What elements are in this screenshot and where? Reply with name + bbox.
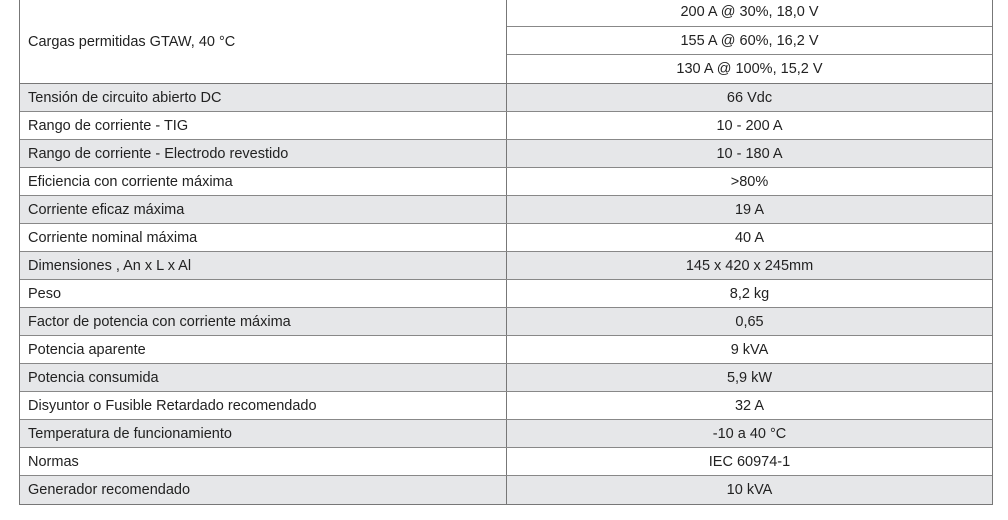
spec-value: 130 A @ 100%, 15,2 V xyxy=(676,61,823,78)
spec-value: -10 a 40 °C xyxy=(712,425,787,442)
spec-value: IEC 60974-1 xyxy=(708,453,791,470)
table-row: Factor de potencia con corriente máxima 0… xyxy=(20,308,992,336)
spec-label: Temperatura de funcionamiento xyxy=(20,420,507,447)
specifications-table: Cargas permitidas GTAW, 40 °C 200 A @ 30… xyxy=(19,0,993,505)
spec-value: 8,2 kg xyxy=(729,285,770,302)
table-row: Tensión de circuito abierto DC 66 Vdc xyxy=(20,84,992,112)
spec-value: 145 x 420 x 245mm xyxy=(685,257,814,274)
spec-label: Eficiencia con corriente máxima xyxy=(20,168,507,195)
spec-value: 5,9 kW xyxy=(726,369,773,386)
spec-label: Normas xyxy=(20,448,507,475)
spec-value: 10 kVA xyxy=(726,482,773,498)
spec-label: Rango de corriente - TIG xyxy=(20,112,507,139)
spec-value: 155 A @ 60%, 16,2 V xyxy=(507,27,992,56)
spec-label: Generador recomendado xyxy=(20,476,507,504)
spec-value: 0,65 xyxy=(735,313,764,330)
table-row: Peso 8,2 kg xyxy=(20,280,992,308)
table-row: Disyuntor o Fusible Retardado recomendad… xyxy=(20,392,992,420)
spec-value: 10 - 200 A xyxy=(716,117,783,134)
spec-label: Factor de potencia con corriente máxima xyxy=(20,308,507,335)
table-row: Potencia aparente 9 kVA xyxy=(20,336,992,364)
table-row: Corriente eficaz máxima 19 A xyxy=(20,196,992,224)
spec-value: 9 kVA xyxy=(730,341,769,358)
table-row: Normas IEC 60974-1 xyxy=(20,448,992,476)
gtaw-loads-row: Cargas permitidas GTAW, 40 °C 200 A @ 30… xyxy=(20,0,992,84)
spec-label: Disyuntor o Fusible Retardado recomendad… xyxy=(20,392,507,419)
table-row: Generador recomendado 10 kVA xyxy=(20,476,992,504)
spec-label: Cargas permitidas GTAW, 40 °C xyxy=(20,0,507,83)
spec-value: 66 Vdc xyxy=(726,89,773,106)
spec-value: 10 - 180 A xyxy=(716,145,783,162)
spec-value: 32 A xyxy=(734,397,765,414)
spec-label: Dimensiones , An x L x Al xyxy=(20,252,507,279)
spec-label: Potencia consumida xyxy=(20,364,507,391)
spec-rows: Tensión de circuito abierto DC 66 Vdc Rang… xyxy=(20,84,992,504)
spec-value: 200 A @ 30%, 18,0 V xyxy=(507,0,992,27)
spec-label: Corriente eficaz máxima xyxy=(20,196,507,223)
table-row: Rango de corriente - TIG 10 - 200 A xyxy=(20,112,992,140)
spec-label: Potencia aparente xyxy=(20,336,507,363)
spec-value: 40 A xyxy=(734,229,765,246)
spec-label: Corriente nominal máxima xyxy=(20,224,507,251)
spec-value: >80% xyxy=(730,173,769,190)
spec-label: Peso xyxy=(20,280,507,307)
table-row: Eficiencia con corriente máxima >80% xyxy=(20,168,992,196)
table-row: Temperatura de funcionamiento -10 a 40 °C xyxy=(20,420,992,448)
spec-value: 19 A xyxy=(734,201,765,218)
spec-label: Tensión de circuito abierto DC xyxy=(20,84,507,111)
table-row: Corriente nominal máxima 40 A xyxy=(20,224,992,252)
table-row: Potencia consumida 5,9 kW xyxy=(20,364,992,392)
table-row: Rango de corriente - Electrodo revestido… xyxy=(20,140,992,168)
gtaw-values: 200 A @ 30%, 18,0 V 155 A @ 60%, 16,2 V … xyxy=(507,0,992,83)
table-row: Dimensiones , An x L x Al 145 x 420 x 245… xyxy=(20,252,992,280)
spec-label: Rango de corriente - Electrodo revestido xyxy=(20,140,507,167)
